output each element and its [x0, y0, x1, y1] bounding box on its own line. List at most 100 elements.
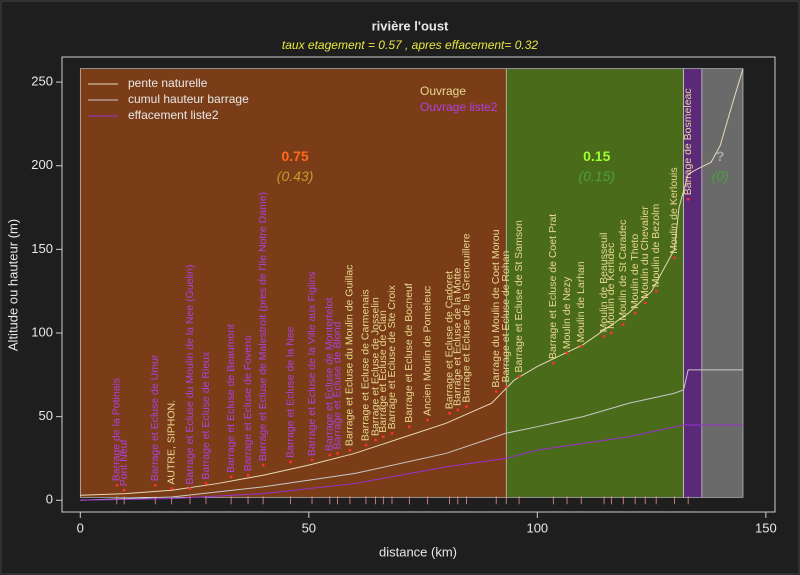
obstacle-point: [602, 334, 606, 338]
obstacle-point: [364, 443, 368, 447]
obstacle-label: Barrage et Ecluse de Cadoret: [443, 271, 455, 409]
obstacle-point: [517, 375, 521, 378]
section-rate: (0.15): [578, 168, 615, 184]
y-tick-label: 100: [31, 324, 53, 339]
series-line: [80, 424, 744, 501]
y-tick-label: 150: [31, 241, 53, 256]
obstacle-point: [643, 301, 647, 305]
obstacle-point: [465, 405, 468, 409]
obstacle-label: Barrage et Ecluse de Coet Prat: [547, 214, 559, 359]
obstacle-label: Barrage de la Potinais: [111, 378, 123, 481]
obstacle-label: Barrage et Ecluse de Foveno: [242, 335, 254, 471]
obstacle-point: [407, 425, 411, 429]
obstacle-point: [289, 460, 292, 464]
obstacle-point: [673, 256, 676, 260]
obstacle-label: Barrage et Ecluse du Moulin de la Nee (G…: [184, 265, 196, 485]
obstacle-label: Moulin de St Caradec: [617, 220, 629, 321]
obstacle-label: Barrage et Ecluse de la Ville aux Figlin…: [306, 271, 318, 456]
obstacle-label: Moulin de Kerlidec: [605, 243, 617, 329]
obstacle-point: [336, 452, 340, 455]
obstacle-label: Barrage et Ecluse de Malestroit (pres de…: [257, 192, 269, 461]
obstacle-label: Barrage et Ecluse de Ste Croix: [386, 284, 398, 429]
legend-label: cumul hauteur barrage: [128, 92, 249, 106]
obstacle-label: Barrage et Ecluse de Umur: [149, 354, 161, 481]
y-tick-label: 250: [31, 74, 53, 89]
obstacle-label: Moulin de Bezolm: [650, 203, 662, 287]
obstacle-point: [115, 483, 119, 487]
obstacle-point: [633, 311, 637, 315]
section-rate: (0.43): [277, 168, 314, 184]
chart-title: rivière l'oust: [372, 18, 449, 33]
obstacle-point: [229, 475, 233, 479]
obstacle-point: [504, 385, 508, 388]
obstacle-label: Moulin du Chevalier: [639, 206, 651, 299]
obstacle-label: Barrage et Ecluse de la Grenouillere: [460, 233, 472, 402]
series-line: [80, 369, 744, 501]
obstacle-label: Barrage et Ecluse de Carmenais: [360, 289, 372, 441]
legend-label: pente naturelle: [128, 76, 208, 90]
obstacle-label: Barrage et Ecluse de Clan: [377, 310, 389, 433]
obstacle-label: Barrage et Ecluse de Rohan: [500, 250, 512, 382]
x-tick-label: 100: [526, 520, 548, 535]
obstacle-point: [426, 418, 430, 422]
obstacle-point: [328, 453, 332, 457]
chart-subtitle: taux etagement = 0.57 , apres effacement…: [282, 38, 538, 52]
obstacle-point: [381, 435, 385, 439]
legend-label: Ouvrage: [420, 84, 466, 98]
obstacle-point: [261, 463, 265, 467]
obstacle-label: Barrage et Ecluse du Moulin de Guillac: [344, 265, 356, 447]
y-tick-label: 50: [39, 408, 53, 423]
section-region: [505, 68, 684, 498]
section-rate: ?: [716, 148, 725, 164]
obstacle-point: [609, 331, 613, 335]
obstacle-point: [621, 323, 625, 327]
obstacle-label: Barrage et Ecluse de Blond: [331, 321, 343, 449]
obstacle-label: Barrage de Bosmeleac: [682, 88, 694, 195]
obstacle-label: Barrage et Ecluse de la Motte: [452, 267, 464, 405]
section-rate: 0.15: [583, 148, 610, 164]
obstacle-label: Moulin de Nezy: [561, 276, 573, 349]
obstacle-point: [448, 411, 451, 415]
obstacle-point: [246, 473, 250, 477]
obstacle-label: Barrage et Ecluse de la Nee: [284, 326, 296, 457]
obstacle-point: [565, 351, 569, 355]
obstacle-point: [122, 488, 126, 492]
obstacle-point: [390, 431, 394, 435]
obstacle-point: [456, 408, 460, 412]
obstacle-point: [579, 344, 583, 348]
obstacle-label: Moulin de Beausseuil: [598, 233, 610, 333]
obstacle-point: [188, 487, 192, 490]
section-region: [79, 68, 507, 498]
obstacle-label: Pont Neuf: [118, 439, 130, 486]
obstacle-point: [494, 390, 498, 393]
obstacle-label: Ancien Moulin de Pomeleuc: [421, 286, 433, 416]
plot-border: [61, 56, 776, 513]
y-tick-label: 200: [31, 157, 53, 172]
series-line: [80, 68, 744, 496]
obstacle-point: [153, 483, 157, 487]
obstacle-label: Barrage et Ecluse de Montertelot: [324, 298, 336, 452]
obstacle-label: Moulin de Theto: [629, 234, 641, 309]
section-rate: 0.75: [281, 148, 308, 164]
obstacle-point: [551, 361, 555, 365]
section-rate: (0): [712, 168, 729, 184]
y-tick-label: 0: [46, 492, 53, 507]
obstacle-point: [204, 482, 208, 485]
obstacle-label: Barrage et Ecluse de Rieux: [200, 351, 212, 480]
legend-label: effacement liste2: [128, 108, 219, 122]
y-axis-label: Altitude ou hauteur (m): [5, 219, 20, 351]
obstacle-label: Barrage et Ecluse de Beaumont: [225, 324, 237, 473]
x-tick-label: 150: [755, 520, 777, 535]
section-region: [701, 68, 744, 498]
obstacle-point: [654, 289, 658, 293]
obstacle-point: [170, 487, 174, 490]
obstacle-label: Barrage du Moulin de Coet Morou: [490, 229, 502, 387]
obstacle-label: Barrage et Ecluse de Josselin: [369, 297, 381, 436]
x-tick-label: 50: [302, 520, 316, 535]
obstacle-point: [374, 438, 377, 442]
obstacle-point: [348, 448, 352, 452]
obstacle-point: [686, 197, 690, 201]
obstacle-label: AUTRE, SIPHON.: [165, 400, 177, 485]
